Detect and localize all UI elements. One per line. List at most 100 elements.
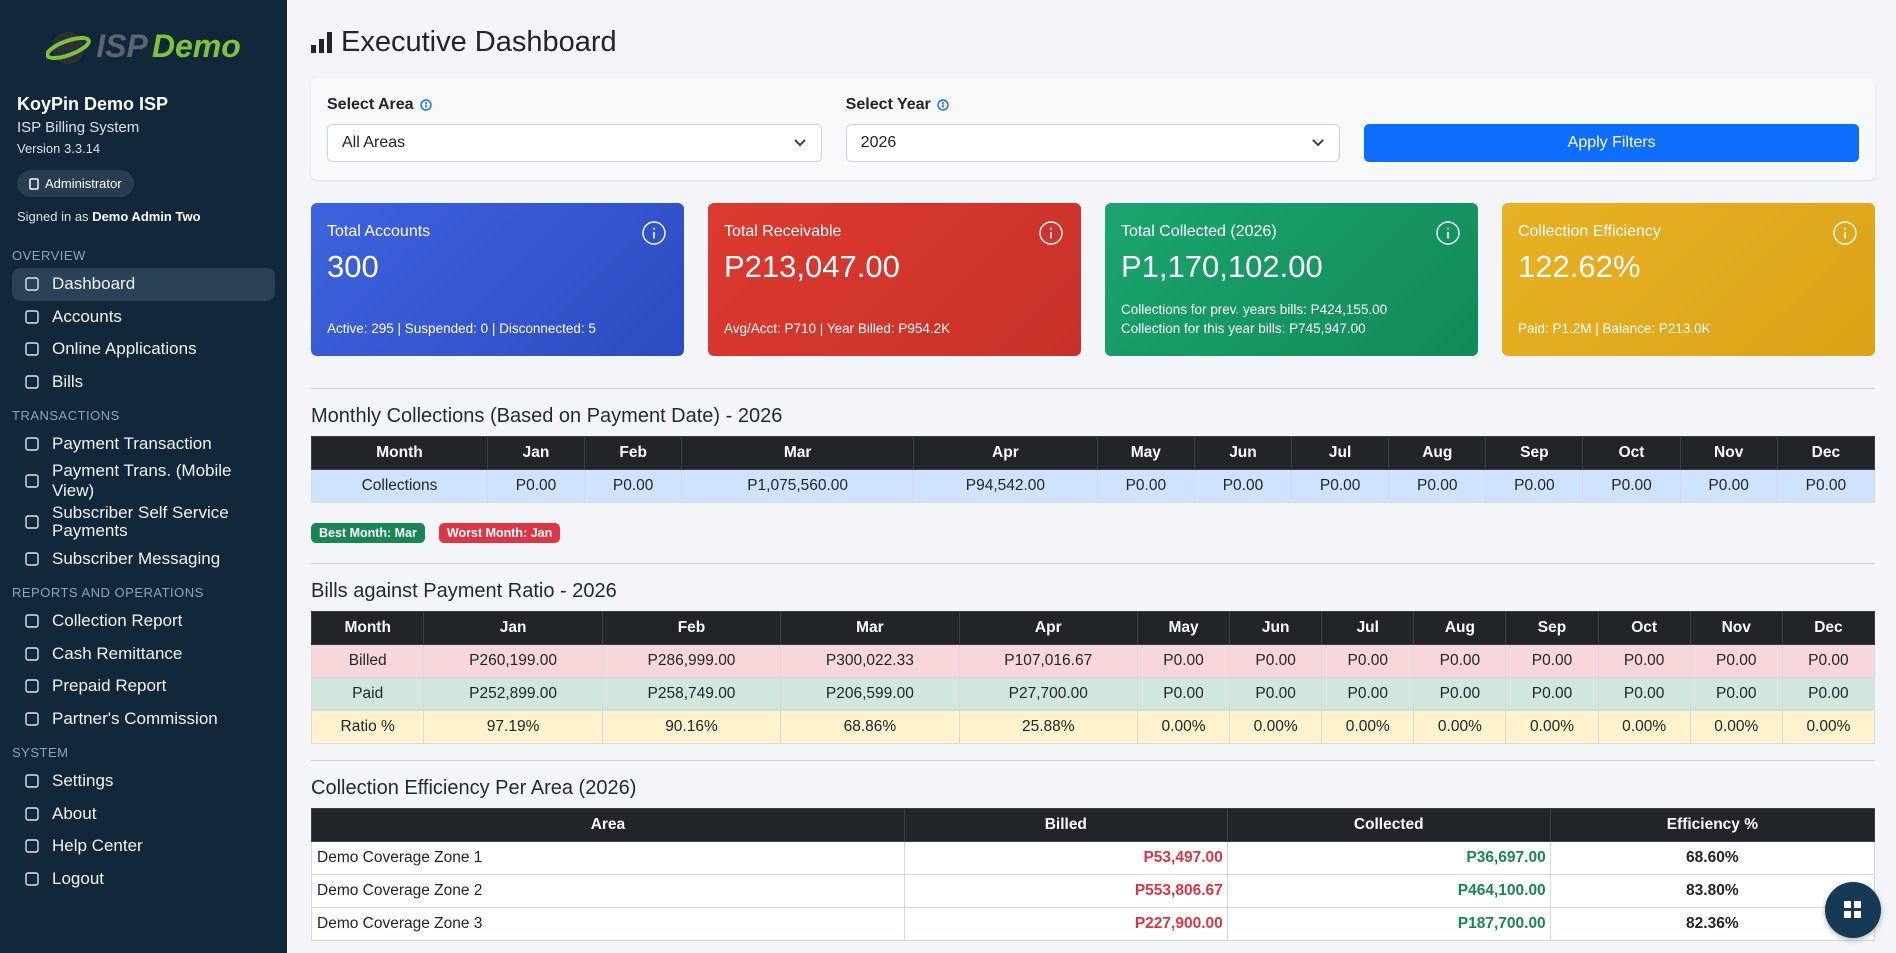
- column-header: Mar: [681, 436, 915, 470]
- logo-text: ISP: [96, 27, 148, 64]
- column-header: Aug: [1388, 436, 1487, 470]
- apply-button[interactable]: Apply Filters: [1364, 124, 1860, 162]
- table-cell: P464,100.00: [1226, 874, 1551, 908]
- year-select[interactable]: 2026: [845, 124, 1341, 162]
- card-note: Avg/Acct: P710 | Year Billed: P954.2K: [724, 321, 951, 336]
- nav-item[interactable]: Accounts: [12, 301, 275, 334]
- table-cell: 83.80%: [1549, 874, 1876, 908]
- icon-part: [25, 872, 39, 886]
- table-cell: P0.00: [1582, 469, 1681, 503]
- table-cell: P0.00: [1597, 644, 1691, 678]
- table-cell: P0.00: [1096, 469, 1195, 503]
- table-row: Billed P260,199.00 P286,999.00 P300,022.33 P…: [310, 644, 1876, 678]
- nav-item[interactable]: About: [12, 798, 275, 831]
- column-header: Apr: [913, 436, 1098, 470]
- nav-item[interactable]: Dashboard: [12, 268, 275, 301]
- nav-item[interactable]: Collection Report: [12, 605, 275, 638]
- icon-part: [1833, 221, 1857, 245]
- nav-label: Bills: [52, 371, 84, 391]
- table-cell: 0.00%: [1413, 710, 1507, 744]
- area-select[interactable]: All Areas: [327, 124, 822, 162]
- icon-part: [25, 375, 39, 389]
- nav-icon: [25, 310, 39, 324]
- card-notes: Avg/Acct: P710 | Year Billed: P954.2K: [724, 319, 950, 338]
- nav-label: Help Center: [52, 836, 143, 856]
- nav-label: Subscriber Self Service Payments: [52, 502, 229, 540]
- header-row: Area Billed Collected Efficiency %: [311, 808, 1876, 842]
- signed-in: Signed in as Demo Admin Two: [17, 209, 270, 224]
- column-header: Sep: [1505, 611, 1599, 645]
- floating-menu-button[interactable]: [1825, 882, 1881, 938]
- table-cell: P258,749.00: [601, 677, 782, 711]
- table-cell: P0.00: [1781, 644, 1876, 678]
- icon-part: [1844, 227, 1846, 230]
- nav-item[interactable]: Online Applications: [12, 333, 275, 366]
- nav-icon: [25, 342, 39, 356]
- table-cell: P300,022.33: [780, 644, 960, 678]
- info-icon: [937, 99, 949, 111]
- column-header: May: [1136, 611, 1231, 645]
- nav-label: Dashboard: [52, 274, 136, 294]
- nav-label: Payment Trans. (Mobile View): [52, 460, 232, 500]
- nav-item[interactable]: Payment Trans. (Mobile View): [12, 461, 275, 501]
- column-header: Efficiency %: [1549, 808, 1876, 842]
- nav-label: Partner's Commission: [52, 708, 218, 728]
- card-title: Total Accounts: [327, 223, 431, 240]
- logo-text: Demo: [151, 27, 241, 64]
- stat-card: Collection Efficiency 122.62% Paid: P1.2M …: [1502, 203, 1875, 356]
- icon-part: [419, 99, 432, 111]
- icon-part: [25, 514, 39, 529]
- column-header: Dec: [1776, 436, 1876, 470]
- table-cell: Billed: [310, 644, 425, 678]
- card-note: Active: 295 | Suspended: 0 | Disconnecte…: [327, 321, 596, 336]
- table-cell: P206,599.00: [780, 677, 960, 711]
- label-text: Select Area: [327, 96, 414, 113]
- nav-label: Payment Transaction: [52, 434, 212, 454]
- nav-item[interactable]: Subscriber Messaging: [12, 543, 275, 576]
- nav-item[interactable]: Settings: [12, 765, 275, 798]
- filter-group: Select Year 2026: [845, 96, 1341, 162]
- table-cell: Collections: [311, 469, 488, 503]
- icon-part: [1039, 221, 1063, 245]
- nav-item[interactable]: Prepaid Report: [12, 670, 275, 703]
- nav-icon: [25, 437, 39, 451]
- nav-item[interactable]: Bills: [12, 366, 275, 399]
- logo: ISP Demo: [12, 0, 275, 92]
- icon-part: [941, 102, 944, 104]
- nav-item[interactable]: Partner's Commission: [12, 703, 275, 736]
- table-cell: P0.00: [1321, 677, 1415, 711]
- nav-item[interactable]: Logout: [12, 863, 275, 896]
- card-notes: Paid: P1.2M | Balance: P213.0K: [1518, 319, 1711, 338]
- divider: [311, 760, 1875, 761]
- table-cell: P286,999.00: [601, 644, 782, 678]
- card-value: 122.62%: [1518, 249, 1641, 284]
- column-header: Collected: [1226, 808, 1551, 842]
- nav-item[interactable]: Subscriber Self Service Payments: [12, 501, 275, 543]
- info-icon: [1833, 221, 1857, 245]
- table-cell: P27,700.00: [958, 677, 1138, 711]
- main: Executive Dashboard Select Area All Area…: [287, 0, 1896, 953]
- icon-part: [25, 552, 39, 566]
- icon-part: [25, 277, 39, 291]
- table-cell: 90.16%: [601, 710, 782, 744]
- table-cell: 82.36%: [1549, 907, 1876, 941]
- icon-part: [25, 310, 39, 324]
- column-header: Billed: [903, 808, 1228, 842]
- section-title: Bills against Payment Ratio - 2026: [311, 580, 617, 602]
- column-header: Month: [311, 436, 488, 470]
- table-cell: P0.00: [1136, 644, 1231, 678]
- table-cell: Demo Coverage Zone 2: [311, 874, 905, 908]
- table-cell: P94,542.00: [913, 469, 1098, 503]
- nav-item[interactable]: Cash Remittance: [12, 638, 275, 671]
- version: Version 3.3.14: [17, 141, 101, 156]
- nav-item[interactable]: Payment Transaction: [12, 428, 275, 461]
- table-cell: P0.00: [1193, 469, 1293, 503]
- column-header: Feb: [584, 436, 683, 470]
- nav: OVERVIEW Dashboard Accounts Online Applicat…: [12, 248, 275, 895]
- card-value: P213,047.00: [724, 249, 900, 284]
- table-cell: 0.00%: [1597, 710, 1691, 744]
- nav-item[interactable]: Help Center: [12, 830, 275, 863]
- table-row: Demo Coverage Zone 2 P553,806.67 P464,100.…: [311, 874, 1876, 908]
- table-cell: P0.00: [1229, 677, 1323, 711]
- table-cell: P0.00: [1229, 644, 1323, 678]
